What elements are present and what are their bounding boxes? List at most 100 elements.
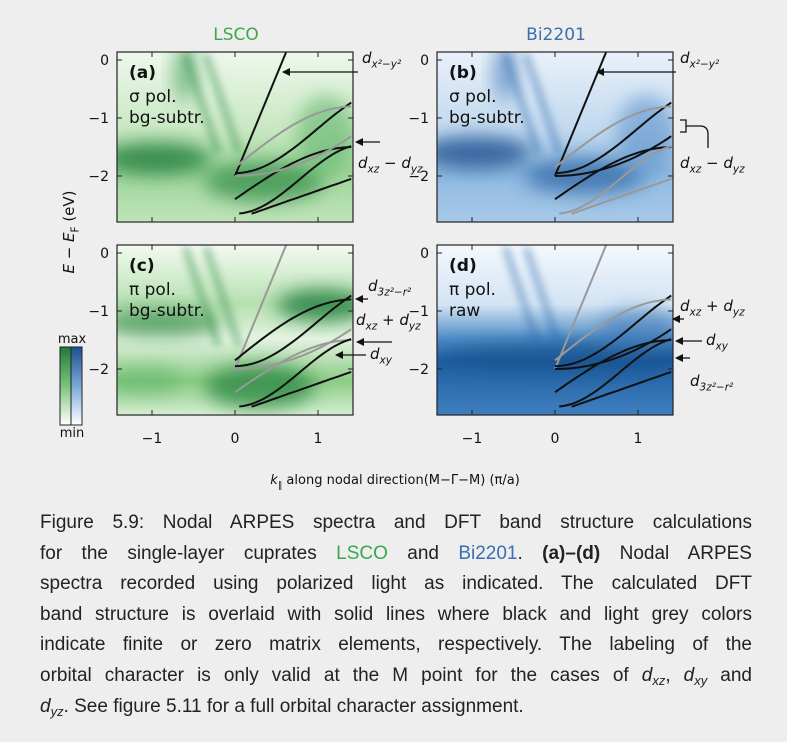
band: [559, 338, 672, 408]
spectrum: [437, 52, 673, 222]
panel-label: (c): [129, 256, 155, 276]
caption-text: and: [387, 542, 459, 564]
caption-text: .: [517, 542, 543, 564]
caption-text: Figure 5.9: Nodal ARPES spectra and DFT …: [40, 512, 752, 533]
subscript: xy: [715, 341, 729, 353]
caption-line: band structure is overlaid with solid li…: [40, 600, 752, 631]
panel: 0 −1 −2 (a) σ pol.bg-subtr.: [88, 51, 354, 223]
caption-line: dyz. See figure 5.11 for a full orbital …: [40, 692, 752, 723]
panel: 0 −1 −2 (b) σ pol.bg-subtr.: [408, 51, 674, 223]
subscript: xy: [379, 355, 393, 367]
band: [239, 338, 352, 408]
band: [234, 52, 288, 177]
subscript: yz: [732, 307, 745, 319]
caption-text: ,: [665, 664, 684, 686]
caption-line: orbital character is only valid at the M…: [40, 661, 752, 692]
panel-label: (a): [129, 63, 156, 83]
band: [554, 294, 672, 368]
y-tick-label: 0: [100, 53, 109, 69]
text-part: d: [362, 49, 372, 67]
caption-text: (a)–(d): [542, 542, 601, 564]
panel: 0 −1 −2 −1 0 1 (d) π pol.raw: [408, 244, 674, 447]
x-tick-label: 1: [314, 431, 323, 447]
panel-label: (b): [449, 63, 477, 83]
band: [554, 105, 672, 169]
band-annotation: dxz − dyz: [680, 154, 745, 176]
subscript: yz: [408, 321, 421, 333]
caption-text: d: [683, 664, 695, 686]
spectral-feature: [598, 308, 673, 349]
text-part: E − E: [60, 232, 78, 274]
spectral-feature: [117, 366, 184, 395]
text-part: d: [680, 297, 690, 315]
text-part: + d: [701, 297, 733, 315]
text-part: d: [356, 311, 366, 329]
band: [571, 177, 672, 215]
band: [554, 298, 672, 362]
x-tick-label: −1: [462, 431, 483, 447]
y-tick-label: −2: [88, 362, 109, 378]
text-part: d: [370, 345, 380, 363]
panel-note: raw: [449, 301, 480, 321]
text-part: − d: [379, 154, 411, 172]
panel-note: bg-subtr.: [129, 301, 205, 321]
y-tick-label: 0: [420, 246, 429, 262]
panel-note: bg-subtr.: [129, 108, 205, 128]
y-tick-label: −1: [88, 111, 109, 127]
spectral-feature: [437, 136, 532, 169]
caption-text: LSCO: [336, 542, 388, 564]
column-title: Bi2201: [526, 25, 586, 45]
colorbar-min: min: [60, 426, 85, 441]
band: [234, 294, 352, 368]
y-tick-label: −2: [408, 169, 429, 185]
text-part: + d: [377, 311, 409, 329]
x-tick-label: 1: [634, 431, 643, 447]
spectral-feature: [277, 289, 353, 322]
y-tick-label: −1: [408, 304, 429, 320]
spectrum: [117, 52, 353, 222]
caption-text: xy: [694, 672, 708, 688]
subscript: x²−y²: [371, 59, 402, 71]
band-annotation: d3z²−r²: [690, 372, 734, 394]
spectral-feature: [204, 364, 315, 409]
text-part: − d: [701, 154, 733, 172]
panel-note: π pol.: [129, 280, 176, 300]
band: [559, 145, 672, 215]
band: [234, 105, 352, 169]
colorbar-blue: [70, 346, 83, 426]
colorbar-max: max: [58, 332, 87, 347]
band: [234, 298, 352, 362]
x-tick-label: −1: [142, 431, 163, 447]
band-annotation: dx²−y²: [362, 49, 402, 71]
text-part: d: [680, 49, 690, 67]
caption-text: spectra recorded using polarized light a…: [40, 573, 752, 595]
y-tick-label: −2: [88, 169, 109, 185]
band: [234, 328, 352, 370]
y-tick-label: −1: [88, 304, 109, 320]
panel-note: σ pol.: [449, 87, 497, 107]
spectral-feature: [117, 308, 221, 337]
y-tick-label: −2: [408, 362, 429, 378]
panel-label: (d): [449, 256, 477, 276]
subscript: xz: [367, 164, 380, 176]
subscript: ∥: [278, 480, 283, 491]
band: [234, 245, 288, 370]
subscript: 3z²−r²: [700, 382, 735, 394]
y-axis-label: E − EF (eV): [60, 190, 82, 273]
caption-text: for the single-layer cuprates: [40, 542, 337, 564]
x-tick-label: 0: [231, 431, 240, 447]
band: [234, 135, 352, 177]
band-annotation: dxz − dyz: [358, 154, 423, 176]
band-annotation: dxz + dyz: [680, 297, 745, 319]
caption-line: indicate finite or zero matrix elements,…: [40, 630, 752, 661]
text-part: d: [706, 331, 716, 349]
band-annotation: dx²−y²: [680, 49, 720, 71]
subscript: F: [70, 226, 82, 232]
subscript: yz: [410, 164, 423, 176]
subscript: xz: [689, 164, 702, 176]
panel-note: π pol.: [449, 280, 496, 300]
dispersion: [501, 246, 563, 347]
text-part: d: [358, 154, 368, 172]
caption-text: xz: [652, 672, 666, 688]
